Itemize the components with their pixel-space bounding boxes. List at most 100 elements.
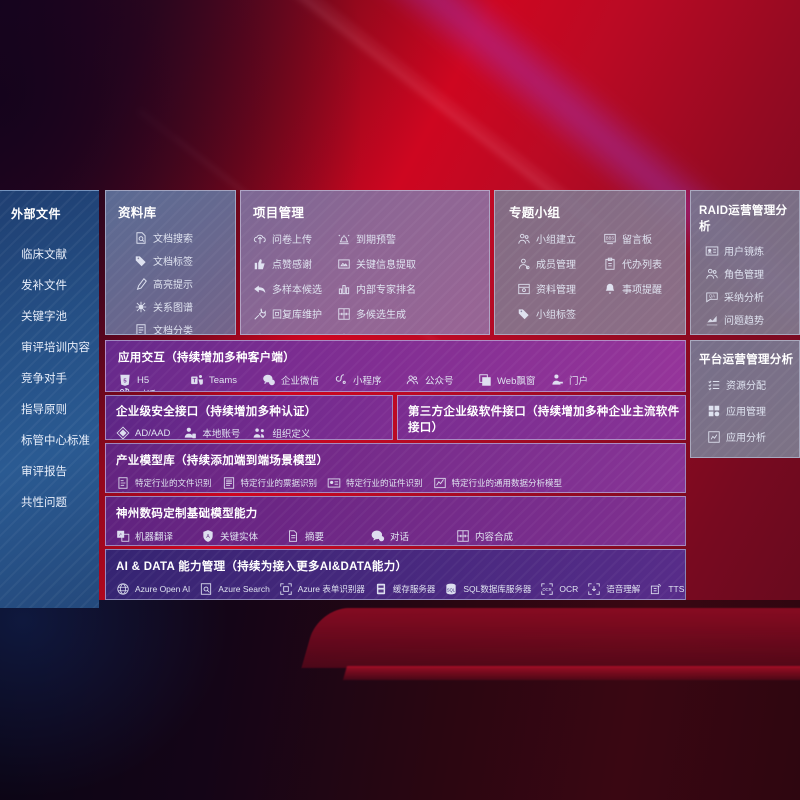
wrench-icon: [253, 307, 267, 321]
panel-library-title: 资料库: [118, 206, 157, 220]
item-dialog[interactable]: 对话: [371, 529, 456, 543]
item-multi-sample-candidate[interactable]: 多样本候选: [253, 281, 329, 296]
panel-aidata-title: AI & DATA 能力管理（持续为接入更多AI&DATA能力）: [116, 561, 408, 573]
item-knowledge-graph-model[interactable]: 特定行业的通用知识图谱模型: [116, 490, 246, 492]
item-data-analysis-model[interactable]: 特定行业的通用数据分析模型: [433, 476, 563, 490]
item-relation-graph[interactable]: 关系图谱: [134, 299, 235, 314]
item-message-board[interactable]: BBS 留言板: [603, 231, 673, 246]
item-label: 小程序: [353, 376, 382, 387]
item-local-account[interactable]: 本地账号: [183, 426, 240, 439]
item-official-account[interactable]: 公众号: [406, 373, 478, 387]
item-resource-allocation[interactable]: 资源分配: [707, 377, 799, 392]
item-label: 用户镜炼: [724, 247, 764, 258]
item-event-reminder[interactable]: 事项提醒: [603, 281, 673, 296]
item-invoice-recognition[interactable]: 特定行业的票据识别: [222, 476, 317, 490]
translate-icon: A: [116, 529, 130, 543]
item-app-management[interactable]: 应用管理: [707, 403, 799, 418]
item-machine-translation[interactable]: A 机器翻译: [116, 529, 201, 543]
item-adoption-analysis[interactable]: QA 采纳分析: [705, 289, 799, 304]
item-portal[interactable]: 门户: [550, 373, 622, 387]
sidebar-item-keyword-pool[interactable]: 关键字池: [21, 311, 67, 323]
sidebar-item-clinical-literature[interactable]: 临床文献: [21, 249, 67, 261]
item-key-info-extract[interactable]: 关键信息提取: [337, 256, 416, 271]
item-highlight-hint[interactable]: 高亮提示: [134, 276, 235, 291]
item-tts[interactable]: TTS: [649, 582, 684, 596]
sidebar-item-competitor[interactable]: 竞争对手: [21, 373, 67, 385]
speech-understanding-icon: [587, 582, 601, 596]
item-role-management[interactable]: 角色管理: [705, 266, 799, 281]
panel-thirdparty-title: 第三方企业级软件接口（持续增加多种企业主流软件接口）: [408, 406, 680, 434]
app-grid-icon: [707, 404, 721, 418]
sidebar-item-supplement-file[interactable]: 发补文件: [21, 280, 67, 292]
item-dialog[interactable]: 对话: [118, 387, 190, 391]
item-label: 应用管理: [726, 407, 766, 418]
item-app-analysis[interactable]: 应用分析: [707, 429, 799, 444]
item-group-create[interactable]: 小组建立: [517, 231, 587, 246]
item-project-knowledge-graph[interactable]: 项目知识图谱: [337, 331, 413, 334]
item-user-profile[interactable]: 用户镜炼: [705, 243, 799, 258]
item-reply-library-maintain[interactable]: 回复库维护: [253, 306, 329, 321]
item-organization-definition[interactable]: 组织定义: [253, 426, 310, 439]
item-content-synthesis[interactable]: 内容合成: [456, 529, 541, 543]
item-azure-open-ai[interactable]: Azure Open AI: [116, 582, 190, 596]
sidebar-item-common-issue[interactable]: 共性问题: [21, 497, 67, 509]
sidebar-item-review-report[interactable]: 审评报告: [21, 466, 67, 478]
item-sql-database-server[interactable]: SQL SQL数据库服务器: [444, 582, 531, 596]
item-ad-aad[interactable]: AD/AAD: [116, 426, 170, 439]
chat-bubble-icon: [371, 529, 385, 543]
item-id-recognition[interactable]: 特定行业的证件识别: [327, 476, 423, 490]
item-label: 文档标签: [153, 257, 193, 268]
item-member-management[interactable]: 成员管理: [517, 256, 587, 271]
chat-analysis-icon: QA: [705, 290, 719, 304]
item-due-alert[interactable]: 到期预警: [337, 231, 413, 246]
task-list-icon: [707, 378, 721, 392]
item-document-category[interactable]: 文档分类: [134, 322, 235, 334]
item-key-entity[interactable]: A 关键实体: [201, 529, 286, 543]
local-account-icon: [183, 426, 197, 439]
panel-industry-model-library: 产业模型库（持续添加端到端场景模型） 特定行业的文件识别 特定行业的票据识别 特…: [105, 443, 686, 493]
item-summary[interactable]: 摘要: [286, 529, 371, 543]
data-analysis-icon: [433, 476, 447, 490]
item-todo-list[interactable]: 代办列表: [603, 256, 673, 271]
person-portrait-icon: [253, 332, 267, 334]
item-miniprogram[interactable]: 小程序: [334, 373, 406, 387]
item-web-popup[interactable]: Web飘窗: [478, 373, 550, 387]
panel-industry-title: 产业模型库（持续添加端到端场景模型）: [116, 455, 329, 467]
item-file-recognition[interactable]: 特定行业的文件识别: [116, 476, 212, 490]
item-like-thanks[interactable]: 点赞感谢: [253, 256, 329, 271]
item-ocr[interactable]: OCR OCR: [540, 582, 578, 596]
item-label: 采纳分析: [724, 293, 764, 304]
item-document-tag[interactable]: 文档标签: [134, 253, 235, 268]
item-azure-form-recognizer[interactable]: Azure 表单识别器: [279, 582, 365, 596]
item-reviewer-portrait[interactable]: 评审员画像: [253, 331, 329, 334]
item-cache-server[interactable]: 缓存服务器: [374, 582, 435, 596]
item-azure-search[interactable]: Azure Search: [199, 582, 270, 596]
item-material-management[interactable]: 资料管理: [517, 281, 587, 296]
web-popup-icon: [478, 373, 492, 387]
panel-project-items: 问卷上传 到期预警 点赞感谢 关键信息提取 多样本候选 内部专家排名: [241, 231, 489, 334]
item-questionnaire-upload[interactable]: 问卷上传: [253, 231, 329, 246]
item-label: 点赞感谢: [272, 260, 312, 271]
sidebar-item-guideline[interactable]: 指导原则: [21, 404, 67, 416]
sidebar: 外部文件 临床文献 发补文件 关键字池 审评培训内容 竞争对手 指导原则 标管中…: [0, 190, 99, 608]
item-teams[interactable]: Teams: [190, 373, 262, 387]
item-expert-ranking[interactable]: 内部专家排名: [337, 281, 416, 296]
document-search-icon: [134, 231, 148, 245]
item-speech-understanding[interactable]: 语音理解: [587, 582, 640, 596]
background-shape-hood: [301, 608, 800, 668]
svg-text:A: A: [206, 534, 210, 540]
item-label: 特定行业的通用数据分析模型: [451, 478, 563, 488]
sidebar-item-standard-center[interactable]: 标管中心标准: [21, 435, 90, 447]
sidebar-item-training-content[interactable]: 审评培训内容: [21, 342, 90, 354]
item-issue-trend[interactable]: 问题趋势: [705, 312, 799, 327]
item-group-tag[interactable]: 小组标签: [517, 306, 587, 321]
item-label: 到期预警: [356, 235, 396, 246]
item-wechat-work[interactable]: 企业微信: [262, 373, 334, 387]
azure-ad-icon: [116, 426, 130, 439]
item-label: 内容合成: [475, 532, 514, 543]
item-document-search[interactable]: 文档搜索: [134, 230, 235, 245]
background-shape-bar: [342, 666, 800, 680]
tag-icon: [517, 307, 531, 321]
item-multi-candidate-generate[interactable]: 多候选生成: [337, 306, 413, 321]
item-h5[interactable]: 5 H5: [118, 373, 190, 387]
